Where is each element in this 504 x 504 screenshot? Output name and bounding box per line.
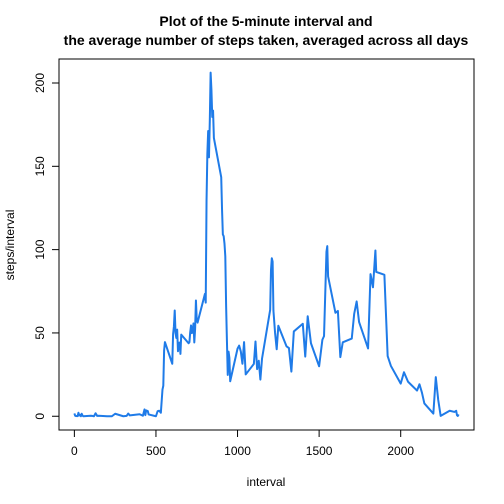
chart-title: the average number of steps taken, avera… [64,32,469,48]
x-axis-label: interval [247,475,286,489]
plot-frame [58,58,475,431]
y-tick-label: 200 [33,73,47,93]
y-axis-label: steps/interval [3,210,17,281]
x-tick-label: 1000 [224,444,251,458]
chart-title: Plot of the 5-minute interval and [159,13,372,29]
x-tick-label: 2000 [387,444,414,458]
y-tick-label: 50 [33,326,47,340]
y-tick-label: 0 [33,413,47,420]
y-tick-label: 150 [33,156,47,176]
data-line [73,71,460,418]
x-tick-label: 500 [146,444,166,458]
y-tick-label: 100 [33,239,47,259]
x-tick-label: 0 [71,444,78,458]
x-tick-label: 1500 [306,444,333,458]
